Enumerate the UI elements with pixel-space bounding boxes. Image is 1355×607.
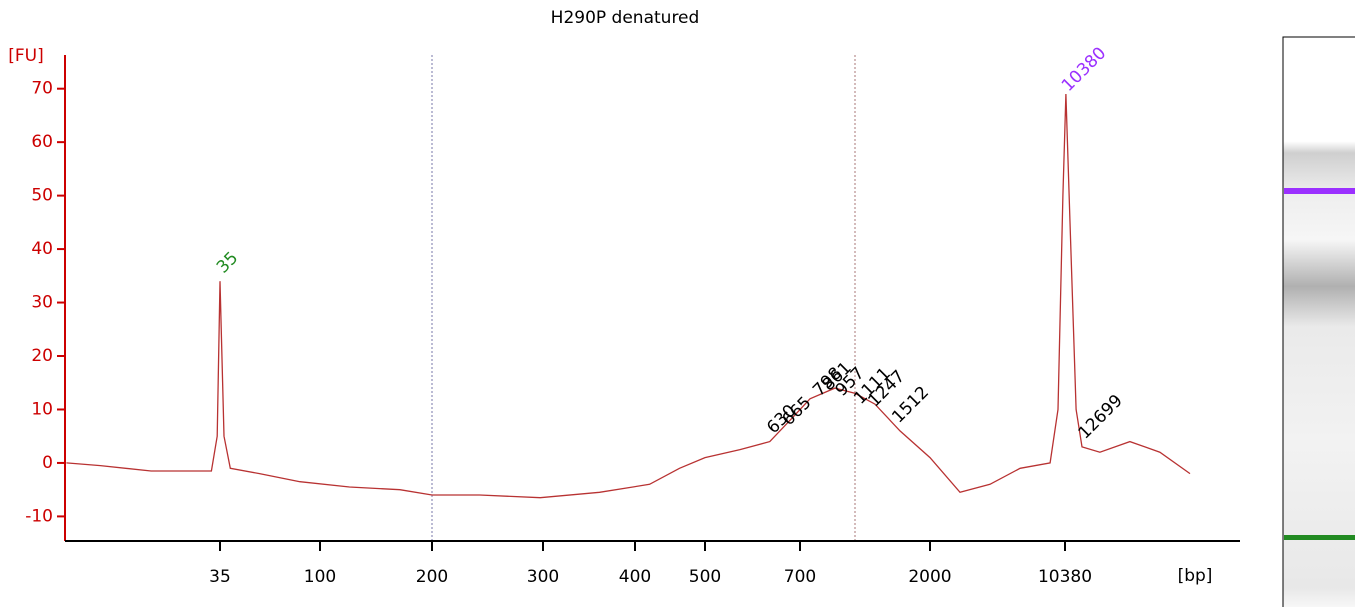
x-tick-label: 2000 <box>908 567 951 587</box>
plot-area: -10 0 10 20 30 40 50 60 70 35 100 200 300 400 500 700 20… <box>25 43 1240 587</box>
x-tick-label: 300 <box>527 567 559 587</box>
peak-label: 35 <box>213 248 242 277</box>
x-tick-label: 10380 <box>1038 567 1092 587</box>
y-axis-label: [FU] <box>8 46 44 66</box>
y-tick-label: 50 <box>31 186 53 206</box>
gel-band <box>1284 535 1355 540</box>
y-tick-label: 60 <box>31 132 53 152</box>
y-tick-label: 20 <box>31 346 53 366</box>
y-tick-label: 0 <box>42 453 53 473</box>
peak-label: 10380 <box>1058 43 1110 95</box>
x-tick-label: 700 <box>784 567 816 587</box>
trace-line <box>66 93 1191 499</box>
peak-label: 12699 <box>1074 391 1126 443</box>
gel-band <box>1284 188 1355 194</box>
y-tick-label: 30 <box>31 293 53 313</box>
x-tick-label: 500 <box>689 567 721 587</box>
x-tick-label: 35 <box>209 567 231 587</box>
x-tick-label: 400 <box>619 567 651 587</box>
y-tick-label: 10 <box>31 399 53 419</box>
x-tick-label: 100 <box>304 567 336 587</box>
x-tick-label: 200 <box>416 567 448 587</box>
chart-title: H290P denatured <box>551 8 700 28</box>
gel-lane <box>1282 36 1355 607</box>
x-axis-label: [bp] <box>1178 566 1213 586</box>
y-tick-label: 40 <box>31 239 53 259</box>
y-tick-label: 70 <box>31 79 53 99</box>
y-tick-label: -10 <box>25 506 53 526</box>
